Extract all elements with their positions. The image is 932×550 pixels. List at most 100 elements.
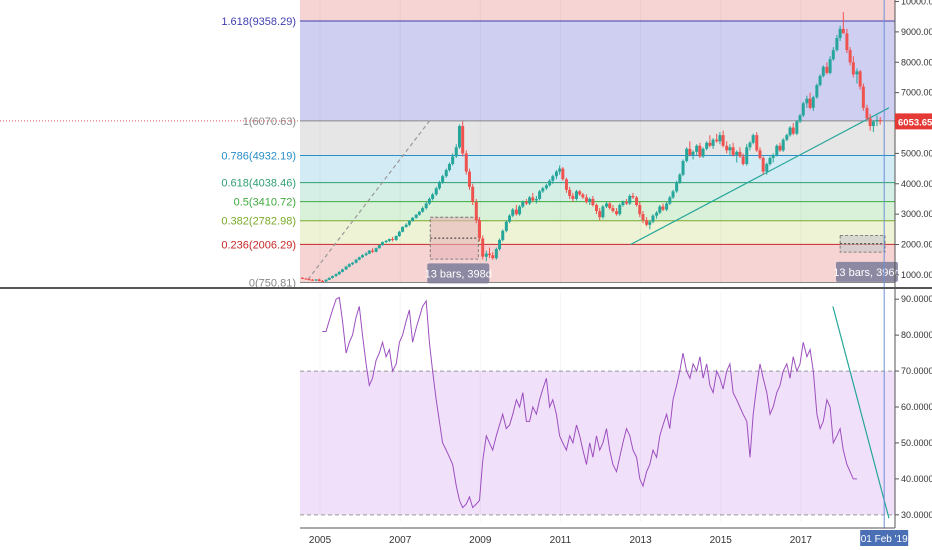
candle-body xyxy=(635,197,639,206)
candle-body xyxy=(384,240,388,243)
candle-body xyxy=(818,75,822,86)
candle-body xyxy=(340,269,344,272)
candle xyxy=(481,235,485,260)
candle xyxy=(307,278,311,281)
candle-body xyxy=(778,145,782,151)
candle xyxy=(350,262,354,266)
candle-body xyxy=(715,139,719,142)
candle-body xyxy=(611,208,615,212)
range-measure-label: 13 bars, 398d xyxy=(425,268,492,280)
range-measure-label: 13 bars, 396d xyxy=(833,267,900,279)
candle-body xyxy=(641,214,645,221)
fib-label: 1.618(9358.29) xyxy=(221,16,296,28)
candle xyxy=(795,119,799,136)
candle xyxy=(848,47,852,66)
candle-body xyxy=(791,127,795,134)
candle-body xyxy=(421,208,425,212)
candle-body xyxy=(437,182,441,189)
fib-label: 0(750.81) xyxy=(249,277,296,289)
candle-body xyxy=(628,195,632,204)
candle xyxy=(855,68,859,84)
candle xyxy=(688,141,692,157)
candle xyxy=(551,174,555,184)
candle xyxy=(491,252,495,260)
candle xyxy=(554,170,558,180)
y-tick-label: 10000.00 xyxy=(901,0,932,7)
candle xyxy=(648,220,652,230)
candle-body xyxy=(304,278,308,280)
candle-body xyxy=(501,230,505,240)
candle-body xyxy=(768,157,772,165)
candle xyxy=(605,201,609,209)
candle-body xyxy=(621,201,625,206)
candle-body xyxy=(481,238,485,257)
candle-body xyxy=(588,198,592,202)
fib-label: 0.236(2006.29) xyxy=(221,239,296,251)
candle-body xyxy=(678,174,682,183)
candle xyxy=(367,249,371,255)
fib-band xyxy=(300,21,895,121)
candle-body xyxy=(491,255,495,259)
candle-body xyxy=(444,170,448,177)
candle-body xyxy=(330,276,334,278)
candle-body xyxy=(655,212,659,216)
candle xyxy=(397,230,401,237)
candle xyxy=(327,277,331,281)
candle xyxy=(835,34,839,52)
candle xyxy=(798,113,802,124)
price-pane[interactable]: 1.618(9358.29) 1(6070.63) 0.786(4932.19) 0.… xyxy=(0,0,901,289)
candle xyxy=(361,254,365,258)
candle xyxy=(414,214,418,219)
candle xyxy=(377,244,381,249)
candle-body xyxy=(488,253,492,256)
candle xyxy=(875,115,879,127)
candle xyxy=(464,150,468,175)
y-tick-label: 9000.00 xyxy=(901,27,932,37)
candle-body xyxy=(350,262,354,265)
candle xyxy=(521,200,525,209)
oscillator-line xyxy=(322,296,857,509)
candle-body xyxy=(544,185,548,189)
candle xyxy=(698,142,702,158)
candle xyxy=(645,217,649,227)
candle xyxy=(665,201,669,212)
y-tick-label: 70.0000 xyxy=(901,366,932,376)
candle-body xyxy=(314,279,318,281)
y-tick-label: 7000.00 xyxy=(901,88,932,98)
candle-body xyxy=(524,201,528,204)
candle xyxy=(451,153,455,166)
candle-body xyxy=(618,205,622,215)
candle-body xyxy=(561,168,565,180)
y-tick-label: 1000.00 xyxy=(901,270,932,280)
candle xyxy=(608,201,612,210)
candle-body xyxy=(825,66,829,73)
candle-body xyxy=(538,191,542,199)
candle xyxy=(871,119,875,133)
candle xyxy=(591,195,595,207)
candle xyxy=(381,241,385,246)
candle xyxy=(494,247,498,260)
candle xyxy=(541,186,545,193)
y-tick-label: 80.0000 xyxy=(901,330,932,340)
candle xyxy=(631,192,635,199)
candle-body xyxy=(705,142,709,149)
candle xyxy=(317,278,321,282)
candle-body xyxy=(337,271,341,275)
candle xyxy=(671,189,675,199)
candle-body xyxy=(845,33,849,51)
x-tick-label: 2007 xyxy=(389,535,412,546)
cursor-date-label: 01 Feb '19 xyxy=(861,534,908,545)
candle-body xyxy=(457,126,461,148)
candle xyxy=(310,278,314,281)
candle xyxy=(511,208,515,218)
candle-body xyxy=(391,239,395,241)
candle-body xyxy=(551,176,555,181)
candle xyxy=(354,259,358,264)
candle-body xyxy=(651,215,655,222)
candle-body xyxy=(775,145,779,155)
oscillator-pane[interactable] xyxy=(300,292,895,522)
candle xyxy=(738,147,742,158)
x-tick-label: 2009 xyxy=(469,535,492,546)
candle xyxy=(718,132,722,145)
candle xyxy=(571,192,575,202)
